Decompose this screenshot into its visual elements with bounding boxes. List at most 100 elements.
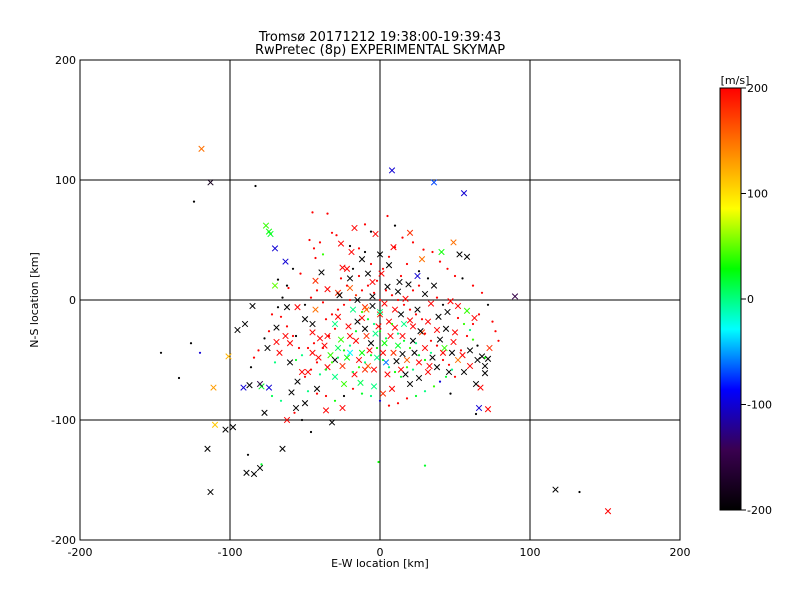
data-point-x xyxy=(207,488,214,496)
data-point-dot xyxy=(192,200,196,203)
data-point-x xyxy=(400,320,408,328)
colorbar-label: [m/s] xyxy=(721,74,750,87)
data-point-dot xyxy=(318,241,322,244)
data-point-dot xyxy=(324,394,328,398)
data-point-x xyxy=(355,356,363,364)
data-point-dot xyxy=(342,303,346,306)
colorbar xyxy=(719,87,742,511)
data-point-x xyxy=(358,314,366,322)
data-point-x xyxy=(261,409,268,416)
data-point-x xyxy=(331,373,339,380)
data-point-x xyxy=(384,283,391,290)
data-point-dot xyxy=(300,418,304,422)
data-point-dot xyxy=(420,318,424,321)
data-point-x xyxy=(267,230,274,238)
data-point-x xyxy=(421,290,429,298)
data-point-x xyxy=(340,380,348,388)
data-point-x xyxy=(331,356,339,364)
data-point-x xyxy=(273,338,280,346)
colorbar-tick-label: 200 xyxy=(747,82,768,95)
data-point-x xyxy=(339,264,346,271)
data-point-x xyxy=(430,282,438,289)
data-point-dot xyxy=(189,342,193,345)
data-point-dot xyxy=(369,394,373,398)
data-point-x xyxy=(391,306,399,313)
data-point-dot xyxy=(270,313,274,316)
data-point-dot xyxy=(381,358,385,362)
data-point-x xyxy=(472,380,480,388)
data-point-dot xyxy=(399,274,403,278)
data-point-dot xyxy=(402,303,406,306)
data-point-dot xyxy=(273,361,277,364)
data-point-x xyxy=(273,324,280,331)
data-point-x xyxy=(357,379,364,386)
data-point-dot xyxy=(423,332,427,335)
data-point-x xyxy=(426,362,433,370)
data-point-dot xyxy=(426,277,430,280)
data-point-dot xyxy=(438,260,442,263)
data-point-dot xyxy=(384,337,388,340)
data-point-x xyxy=(313,385,321,392)
data-point-x xyxy=(316,335,324,342)
data-point-dot xyxy=(411,289,415,292)
data-point-x xyxy=(292,404,300,412)
data-point-x xyxy=(309,329,316,336)
data-point-x xyxy=(415,374,423,382)
data-point-dot xyxy=(246,453,250,456)
data-point-x xyxy=(442,325,450,332)
data-point-dot xyxy=(339,277,343,280)
data-point-dot xyxy=(384,289,388,292)
data-point-x xyxy=(204,445,211,452)
data-point-x xyxy=(466,347,474,354)
data-point-dot xyxy=(354,294,358,297)
data-point-dot xyxy=(480,291,484,294)
data-point-dot xyxy=(363,223,367,226)
data-point-x xyxy=(364,270,372,277)
data-point-x xyxy=(379,390,387,397)
data-point-dot xyxy=(315,289,319,292)
data-point-x xyxy=(604,508,612,515)
data-point-x xyxy=(385,318,393,325)
data-point-dot xyxy=(342,394,346,398)
data-point-x xyxy=(450,239,457,246)
x-tick-label: -200 xyxy=(68,546,93,559)
data-point-x xyxy=(474,356,481,364)
data-point-x xyxy=(318,269,325,276)
data-point-dot xyxy=(324,318,328,321)
data-point-dot xyxy=(386,214,389,218)
data-point-dot xyxy=(411,368,415,371)
data-point-dot xyxy=(393,246,397,249)
data-point-x xyxy=(346,332,354,340)
data-point-x xyxy=(471,314,478,322)
data-point-x xyxy=(210,384,217,391)
data-point-dot xyxy=(321,346,325,350)
data-point-dot xyxy=(486,303,490,306)
data-point-x xyxy=(424,318,432,325)
data-point-dot xyxy=(336,356,340,359)
data-point-x xyxy=(402,295,409,302)
data-point-x xyxy=(369,293,376,300)
data-point-x xyxy=(367,340,375,347)
data-point-x xyxy=(312,277,319,284)
data-point-dot xyxy=(414,394,418,398)
data-point-x xyxy=(438,248,445,256)
data-point-x xyxy=(415,359,423,366)
data-point-dot xyxy=(348,244,352,248)
data-point-x xyxy=(315,354,322,361)
data-point-x xyxy=(370,366,378,373)
data-point-x xyxy=(351,224,358,232)
data-point-dot xyxy=(285,284,289,287)
data-point-dot xyxy=(372,322,376,326)
data-point-x xyxy=(406,229,414,236)
data-point-dot xyxy=(387,404,391,407)
data-point-dot xyxy=(354,330,358,333)
data-point-x xyxy=(328,419,336,426)
data-point-dot xyxy=(402,339,406,342)
data-point-x xyxy=(421,344,429,352)
data-point-x xyxy=(301,316,309,323)
data-point-x xyxy=(376,308,384,316)
data-point-dot xyxy=(375,279,379,282)
data-point-dot xyxy=(293,411,296,414)
data-point-x xyxy=(369,302,376,310)
data-point-x xyxy=(418,256,426,263)
